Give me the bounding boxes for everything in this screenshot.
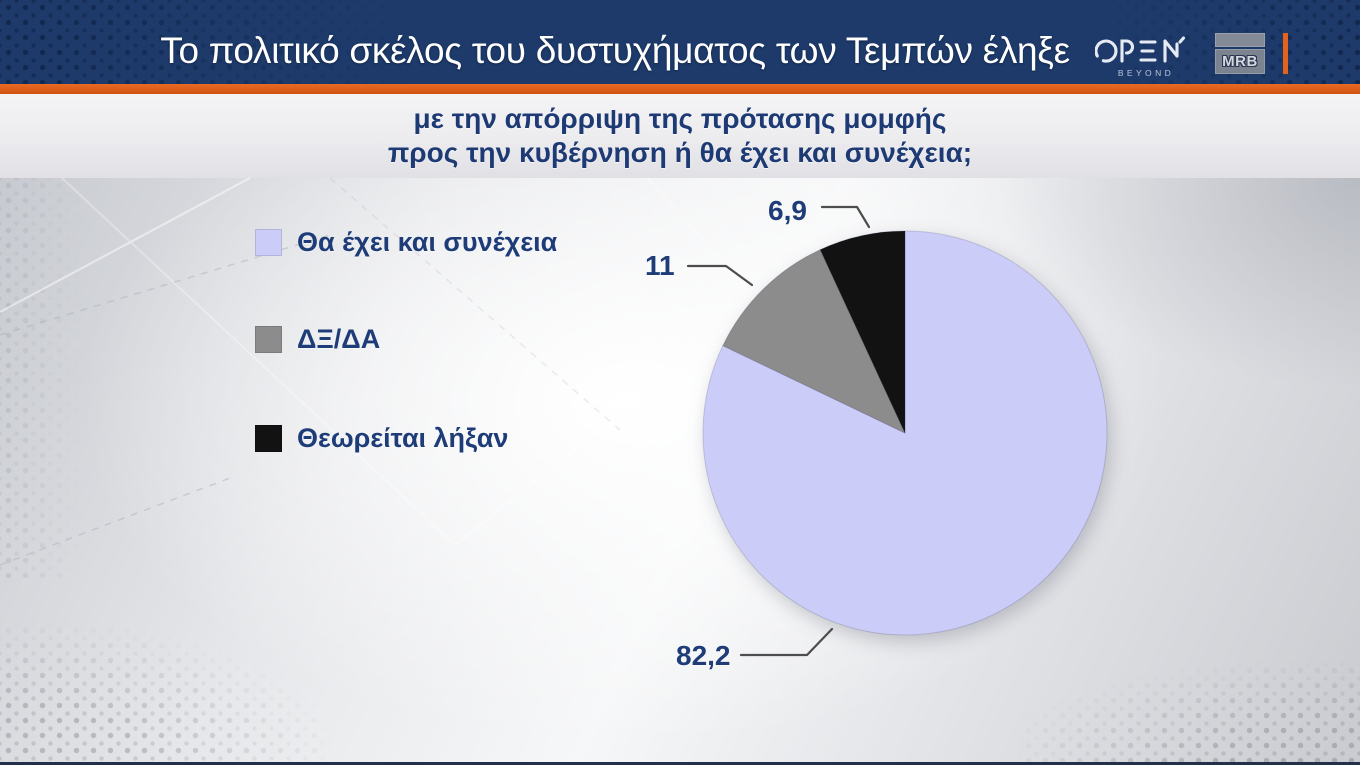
question-line-1: με την απόρριψη της πρότασης μομφής: [413, 103, 947, 134]
orange-divider: [0, 84, 1360, 94]
page-title: Το πολιτικό σκέλος του δυστυχήματος των …: [160, 30, 1070, 71]
mrb-logo: MRB: [1215, 33, 1265, 75]
open-logo-tagline: BEYOND: [1118, 68, 1174, 78]
mrb-logo-box: MRB: [1215, 49, 1265, 74]
mrb-logo-label: MRB: [1222, 53, 1258, 70]
legend-label-over: Θεωρείται λήξαν: [297, 423, 509, 453]
halftone-bottom-left: [0, 623, 330, 763]
bottom-edge-bar: [0, 762, 1360, 765]
legend-swatch-over: [255, 425, 282, 452]
pie-value-label-over: 6,9: [768, 195, 807, 226]
chart-area-background: [0, 178, 1360, 763]
legend-item-continue: Θα έχει και συνέχεια: [255, 227, 557, 258]
header-bar: Το πολιτικό σκέλος του δυστυχήματος των …: [0, 0, 1360, 84]
halftone-bottom-right: [1020, 663, 1360, 763]
open-beyond-logo-icon: BEYOND: [1095, 36, 1186, 78]
mrb-logo-top-bar: [1215, 33, 1265, 47]
legend-swatch-continue: [255, 229, 282, 256]
orange-tick-divider: [1283, 33, 1288, 74]
question-banner: με την απόρριψη της πρότασης μομφής προς…: [0, 94, 1360, 178]
header-halftone-left: [0, 0, 430, 84]
legend-item-dk-na: ΔΞ/ΔΑ: [255, 324, 380, 355]
pie-value-label-continue: 82,2: [676, 640, 731, 671]
legend-label-continue: Θα έχει και συνέχεια: [297, 227, 558, 257]
pie-value-label-dk-na: 11: [645, 250, 675, 281]
legend-swatch-dk-na: [255, 326, 282, 353]
halftone-mid-left: [0, 178, 90, 578]
legend-label-dk-na: ΔΞ/ΔΑ: [297, 324, 381, 354]
question-line-2: προς την κυβέρνηση ή θα έχει και συνέχει…: [387, 137, 973, 168]
legend-item-over: Θεωρείται λήξαν: [255, 423, 508, 454]
